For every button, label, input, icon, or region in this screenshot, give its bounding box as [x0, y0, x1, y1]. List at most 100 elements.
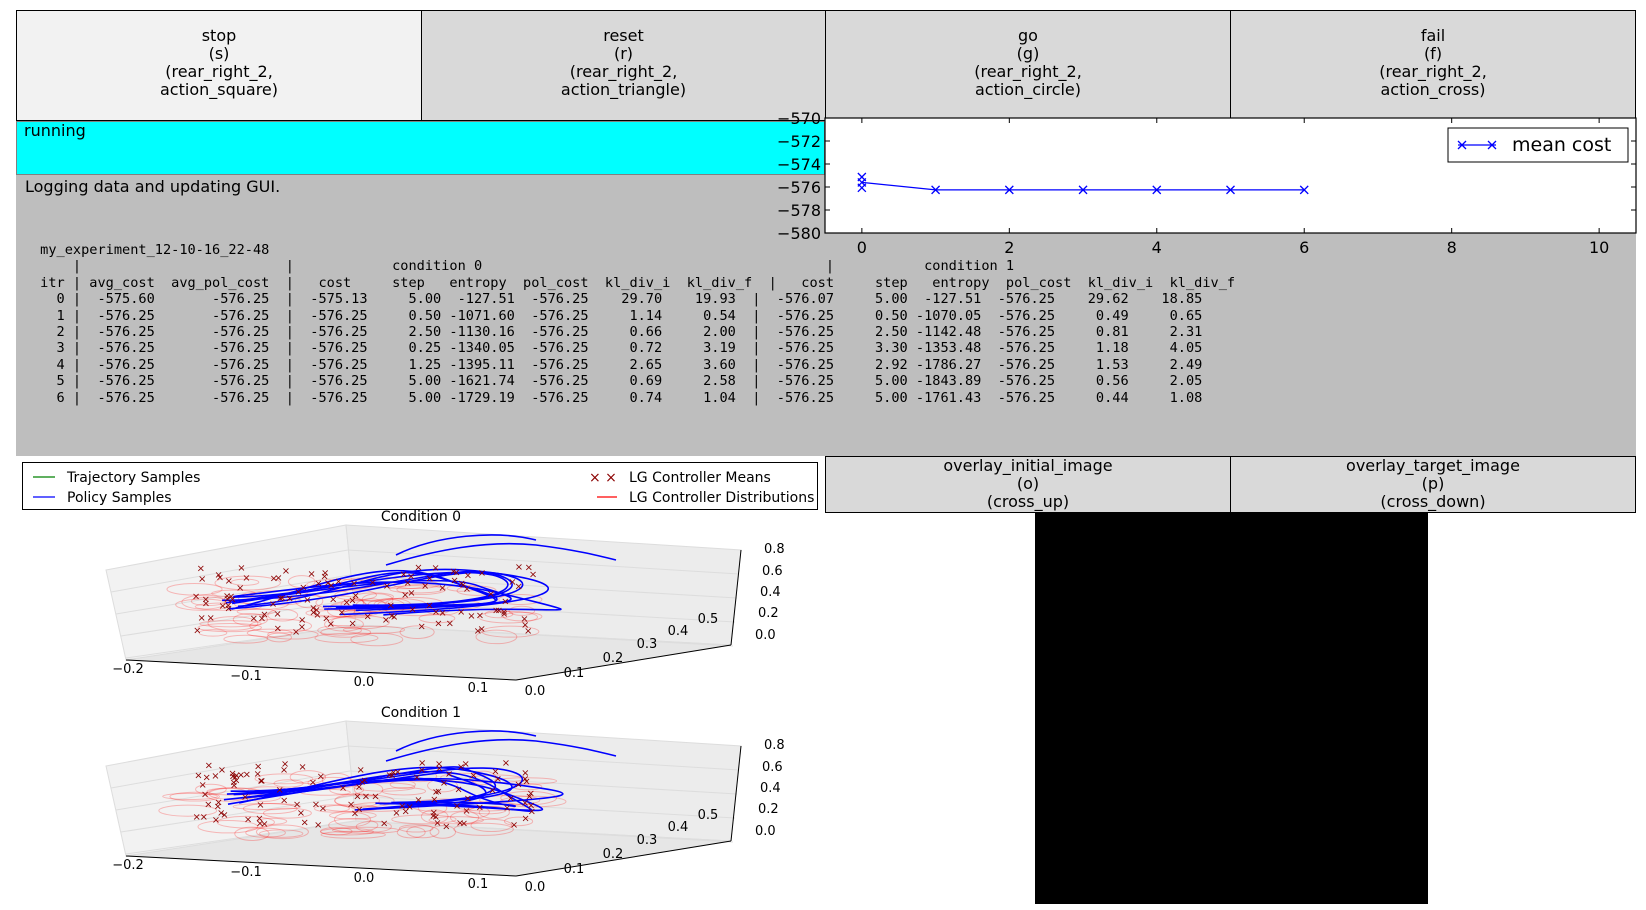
controller-mean-marker: ×: [307, 569, 315, 580]
grid-line: [351, 795, 736, 819]
controller-mean-marker: ×: [211, 771, 219, 782]
y-tick-label: 0.0: [525, 684, 546, 699]
mean-cost-point: [931, 185, 941, 195]
controller-mean-marker: ×: [355, 805, 363, 816]
controller-distribution: [190, 596, 226, 607]
controller-distribution: [320, 626, 372, 638]
y-tick-label: 0.2: [603, 651, 624, 666]
controller-distribution: [353, 782, 416, 792]
controller-mean-marker: ×: [237, 563, 245, 574]
controller-mean-marker: ×: [257, 776, 265, 787]
controller-distribution: [317, 625, 363, 636]
condition-cost-point: [857, 183, 867, 193]
grid-line: [125, 624, 355, 659]
controller-mean-marker: ×: [309, 603, 317, 614]
controller-distribution: [353, 592, 394, 602]
cost-legend-marker: [1457, 140, 1467, 150]
controller-mean-marker: ×: [515, 562, 523, 573]
controller-distribution: [313, 804, 350, 813]
x-tick-label: 6: [1299, 238, 1309, 257]
controller-mean-marker: ×: [520, 614, 528, 625]
controller-mean-marker: ×: [269, 599, 277, 610]
grid-line: [115, 574, 351, 615]
plot3d-title: Condition 1: [381, 705, 461, 721]
grid-line: [125, 820, 355, 855]
controller-mean-marker: ×: [501, 597, 509, 608]
stop-button[interactable]: stop (s) (rear_right_2, action_square): [16, 10, 422, 121]
controller-mean-marker: ×: [506, 793, 514, 804]
policy-trajectory: [231, 569, 497, 610]
controller-distribution: [245, 827, 286, 838]
controller-mean-marker: ×: [515, 582, 523, 593]
controller-mean-marker: ×: [469, 771, 477, 782]
controller-mean-marker: ×: [394, 767, 402, 778]
controller-mean-marker: ×: [309, 608, 317, 619]
overlay-target-image-button[interactable]: overlay_target_image (p) (cross_down): [1230, 456, 1636, 513]
controller-distribution: [223, 634, 268, 644]
controller-mean-marker: ×: [476, 803, 484, 814]
y-tick-label: 0.1: [564, 862, 585, 877]
controller-distribution: [328, 817, 379, 833]
controller-distribution: [158, 804, 218, 817]
policy-trajectory: [233, 770, 533, 812]
controller-distribution: [232, 612, 268, 626]
fail-button[interactable]: fail (f) (rear_right_2, action_cross): [1230, 10, 1636, 121]
controller-distribution: [420, 809, 449, 824]
controller-mean-marker: ×: [278, 593, 286, 604]
controller-mean-marker: ×: [198, 574, 206, 585]
overlay-initial-image-button[interactable]: overlay_initial_image (o) (cross_up): [825, 456, 1231, 513]
controller-mean-marker: ×: [398, 801, 406, 812]
controller-distribution: [214, 575, 281, 591]
mean-cost-point: [1152, 185, 1162, 195]
go-button[interactable]: go (g) (rear_right_2, action_circle): [825, 10, 1231, 121]
x-tick-label: −0.2: [112, 662, 144, 677]
controller-mean-marker: ×: [434, 786, 442, 797]
controller-distribution: [330, 615, 390, 630]
controller-mean-marker: ×: [309, 778, 317, 789]
controller-mean-marker: ×: [355, 782, 363, 793]
controller-mean-marker: ×: [218, 765, 226, 776]
controller-mean-marker: ×: [217, 808, 225, 819]
controller-mean-marker: ×: [254, 769, 262, 780]
policy-trajectory: [225, 571, 509, 606]
controller-mean-marker: ×: [281, 759, 289, 770]
controller-mean-marker: ×: [223, 591, 231, 602]
controller-mean-marker: ×: [364, 611, 372, 622]
controller-distribution: [258, 829, 304, 838]
controller-distribution: [162, 792, 218, 800]
controller-mean-marker: ×: [282, 566, 290, 577]
status-text: running: [24, 121, 86, 140]
controller-mean-marker: ×: [503, 803, 511, 814]
controller-mean-marker: ×: [418, 765, 426, 776]
legend-means-label: LG Controller Means: [629, 470, 771, 486]
controller-mean-marker: ×: [454, 785, 462, 796]
controller-mean-marker: ×: [403, 578, 411, 589]
controller-mean-marker: ×: [273, 609, 281, 620]
controller-mean-marker: ×: [387, 611, 395, 622]
cost-legend-marker: [1487, 140, 1497, 150]
controller-mean-marker: ×: [418, 622, 426, 633]
controller-distribution: [266, 632, 293, 643]
controller-mean-marker: ×: [200, 812, 208, 823]
controller-mean-marker: ×: [230, 781, 238, 792]
controller-distribution: [389, 585, 444, 594]
reset-button[interactable]: reset (r) (rear_right_2, action_triangle…: [421, 10, 826, 121]
controller-distribution: [396, 584, 447, 595]
controller-mean-marker: ×: [418, 758, 426, 769]
controller-mean-marker: ×: [358, 777, 366, 788]
controller-distribution: [255, 824, 309, 840]
controller-mean-marker: ×: [225, 576, 233, 587]
controller-mean-marker: ×: [232, 770, 240, 781]
controller-mean-marker: ×: [487, 589, 495, 600]
policy-trajectory: [395, 730, 537, 752]
z-tick-label: 0.6: [762, 564, 783, 579]
controller-mean-marker: ×: [329, 595, 337, 606]
controller-distribution: [324, 617, 364, 632]
z-axis-line: [730, 745, 742, 842]
controller-mean-marker: ×: [193, 626, 201, 637]
controller-mean-marker: ×: [408, 605, 416, 616]
controller-distribution: [381, 787, 427, 796]
controller-mean-marker: ×: [192, 812, 200, 823]
y-tick-label: 0.1: [564, 666, 585, 681]
controller-mean-marker: ×: [292, 627, 300, 638]
